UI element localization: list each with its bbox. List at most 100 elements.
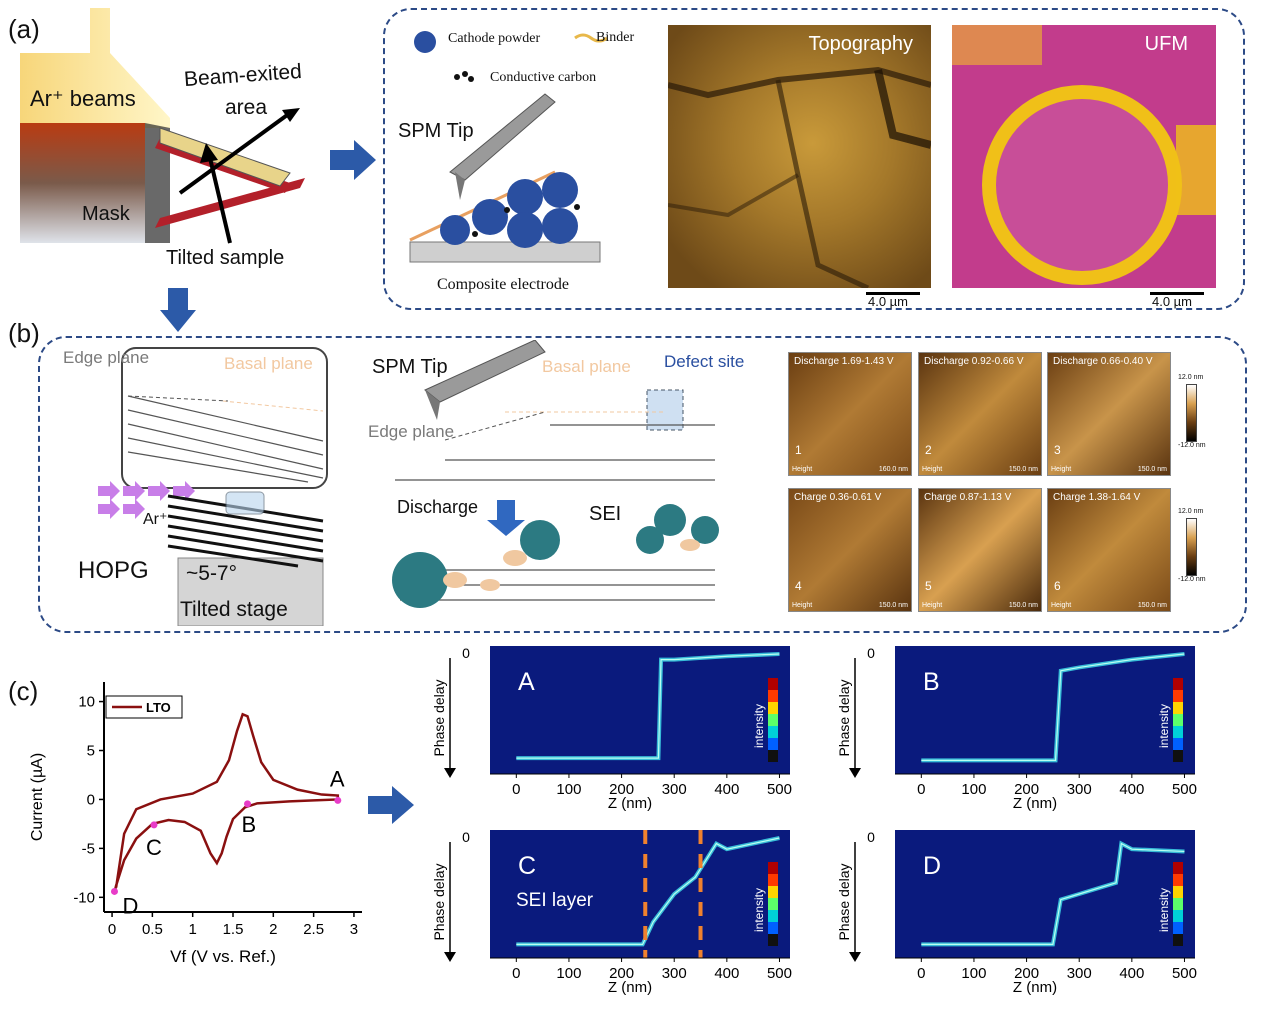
kymograph-x-tick-label: 200 xyxy=(609,781,634,798)
ufm-image: UFM xyxy=(952,25,1216,288)
intensity-label: intensity xyxy=(752,888,766,932)
cv-marker-C xyxy=(150,821,158,829)
edge-plane-label-1: Edge plane xyxy=(63,348,150,367)
ion-beam-drawing xyxy=(20,8,305,244)
angle-label: ~5-7° xyxy=(186,562,238,585)
afm-thumb-3: Discharge 0.66-0.40 V 3 Height 150.0 nm xyxy=(1047,352,1171,476)
phase-delay-label: Phase delay xyxy=(836,863,852,940)
intensity-colorbar-cell xyxy=(1173,898,1183,910)
cv-chart: 0 0.5 1 1.5 2 2.5 3 10 5 0 -5 -10 Vf (V vs. Ref.) Cur… xyxy=(29,682,362,966)
kymograph-x-tick-label: 300 xyxy=(662,965,687,982)
afm-colorbar-bottom-1: -12.0 nm xyxy=(1178,442,1206,449)
afm-thumb-6: Charge 1.38-1.64 V 6 Height 150.0 nm xyxy=(1047,488,1171,612)
afm-thumb-5: Charge 0.87-1.13 V 5 Height 150.0 nm xyxy=(918,488,1042,612)
panel-label-b: (b) xyxy=(8,318,40,348)
kymograph-x-axis-label: Z (nm) xyxy=(1013,979,1057,996)
kymograph-x-tick-label: 100 xyxy=(961,781,986,798)
intensity-colorbar-cell xyxy=(1173,886,1183,898)
kymograph-x-tick-label: 300 xyxy=(1067,781,1092,798)
panel-a-box xyxy=(383,8,1245,310)
legend-binder: Binder xyxy=(596,30,635,45)
scale-label-topography: 4.0 µm xyxy=(868,294,909,309)
phase-delay-label: Phase delay xyxy=(836,679,852,756)
kymograph-x-tick-label: 400 xyxy=(714,965,739,982)
phase-delay-label: Phase delay xyxy=(431,679,447,756)
intensity-colorbar-cell xyxy=(768,702,778,714)
cv-point-label-A: A xyxy=(330,766,345,791)
kymograph-x-tick-label: 100 xyxy=(556,965,581,982)
intensity-colorbar-cell xyxy=(1173,726,1183,738)
scale-bar-ufm xyxy=(1150,292,1204,295)
intensity-colorbar-cell xyxy=(1173,690,1183,702)
intensity-label: intensity xyxy=(1157,704,1171,748)
sei-label: SEI xyxy=(589,503,622,525)
tilted-sample-label: Tilted sample xyxy=(166,247,285,269)
intensity-colorbar-cell xyxy=(768,714,778,726)
kymograph-y-zero: 0 xyxy=(867,645,875,661)
kymograph-y-zero: 0 xyxy=(462,829,470,845)
scale-label-ufm: 4.0 µm xyxy=(1152,294,1193,309)
cv-y-tick-label: 10 xyxy=(78,694,95,711)
cv-point-label-D: D xyxy=(122,893,138,918)
legend-conductive-carbon: Conductive carbon xyxy=(490,70,597,85)
right-arrow-icon-c xyxy=(368,786,414,824)
cv-y-axis-label: Current (µA) xyxy=(29,753,46,841)
discharge-label: Discharge xyxy=(397,497,479,517)
intensity-colorbar-cell xyxy=(1173,934,1183,946)
scale-bar-topography xyxy=(866,292,920,295)
cv-x-tick-label: 0 xyxy=(108,921,116,938)
intensity-colorbar-cell xyxy=(768,934,778,946)
intensity-colorbar-cell xyxy=(768,738,778,750)
intensity-colorbar-cell xyxy=(768,678,778,690)
kymograph-y-zero: 0 xyxy=(462,645,470,661)
defect-site-label: Defect site xyxy=(664,352,745,371)
intensity-colorbar-cell xyxy=(768,886,778,898)
kymograph-trace-core xyxy=(516,837,780,946)
cv-point-label-C: C xyxy=(146,835,162,860)
tilted-sample-arrow xyxy=(208,157,232,244)
afm-thumb-1: Discharge 1.69-1.43 V 1 Height 160.0 nm xyxy=(788,352,912,476)
beam-area-label-2: area xyxy=(225,96,268,119)
cv-y-tick-label: 5 xyxy=(87,743,95,760)
intensity-colorbar-cell xyxy=(1173,910,1183,922)
cv-marker-D xyxy=(110,887,118,895)
cv-y-tick-label: -5 xyxy=(82,840,95,857)
kymograph-x-tick-label: 500 xyxy=(1172,781,1197,798)
ion-beam-schematic xyxy=(20,8,350,278)
intensity-colorbar-cell xyxy=(1173,922,1183,934)
topography-title: Topography xyxy=(808,33,913,55)
topography-image: Topography xyxy=(668,25,931,288)
cv-point-label-B: B xyxy=(242,812,257,837)
down-arrow-icon xyxy=(160,288,196,332)
cv-series-line xyxy=(113,712,340,893)
cv-x-tick-label: 1 xyxy=(189,921,197,938)
intensity-colorbar-cell xyxy=(1173,750,1183,762)
kymograph-label: C xyxy=(518,852,536,880)
basal-plane-label-2: Basal plane xyxy=(542,357,631,376)
phase-delay-arrowhead xyxy=(849,952,861,962)
kymograph-x-tick-label: 100 xyxy=(556,781,581,798)
kymograph-trace-core xyxy=(921,842,1185,946)
legend-cathode-powder: Cathode powder xyxy=(448,31,541,46)
kymograph-x-tick-label: 300 xyxy=(1067,965,1092,982)
phase-delay-arrowhead xyxy=(849,768,861,778)
mask-block xyxy=(20,123,145,243)
kymograph-x-axis-label: Z (nm) xyxy=(1013,795,1057,812)
afm-colorbar-bottom-2: -12.0 nm xyxy=(1178,576,1206,583)
intensity-colorbar-cell xyxy=(768,726,778,738)
intensity-colorbar-cell xyxy=(768,862,778,874)
intensity-colorbar-cell xyxy=(768,910,778,922)
hopg-schematic xyxy=(98,347,328,626)
kymograph-x-tick-label: 400 xyxy=(714,781,739,798)
right-arrow-icon xyxy=(330,140,376,180)
afm-thumb-4: Charge 0.36-0.61 V 4 Height 150.0 nm xyxy=(788,488,912,612)
kymograph-label: D xyxy=(923,852,941,880)
phase-delay-arrowhead xyxy=(444,768,456,778)
kymograph-x-tick-label: 400 xyxy=(1119,965,1144,982)
kymograph-x-tick-label: 200 xyxy=(609,965,634,982)
